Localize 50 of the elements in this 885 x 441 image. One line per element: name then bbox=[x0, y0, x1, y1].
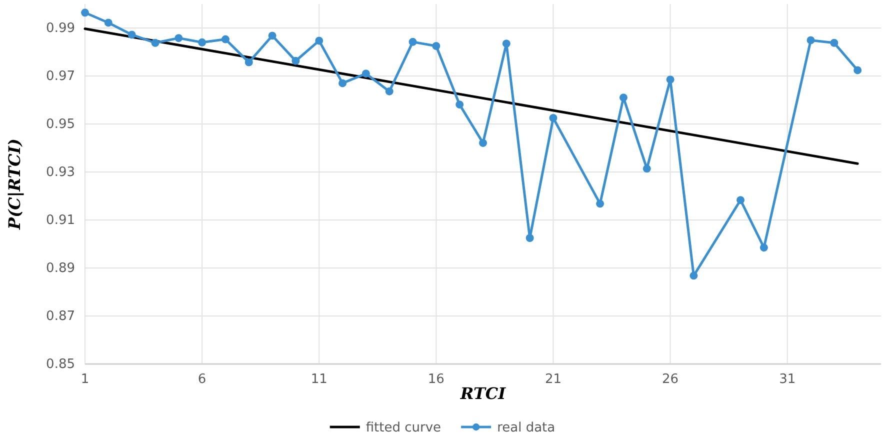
point bbox=[174, 34, 183, 42]
point bbox=[479, 138, 487, 147]
point bbox=[128, 30, 136, 39]
point bbox=[642, 164, 651, 173]
point bbox=[760, 244, 768, 252]
y-axis-title: P(C|RTCI) bbox=[5, 138, 24, 230]
point bbox=[619, 94, 628, 102]
point bbox=[596, 200, 604, 208]
point bbox=[268, 32, 276, 40]
point bbox=[456, 100, 464, 109]
point bbox=[666, 76, 674, 84]
point bbox=[549, 114, 558, 122]
point bbox=[244, 58, 253, 66]
point bbox=[221, 35, 230, 44]
point bbox=[151, 38, 160, 47]
point bbox=[854, 66, 862, 74]
point bbox=[292, 56, 300, 65]
y-tick-label: 0.87 bbox=[46, 309, 75, 324]
x-tick-label: 31 bbox=[779, 372, 796, 388]
point bbox=[806, 36, 815, 44]
point bbox=[830, 38, 838, 47]
legend-label: fitted curve bbox=[366, 420, 442, 436]
y-tick-label: 0.89 bbox=[46, 261, 75, 276]
x-tick-label: 1 bbox=[80, 372, 90, 388]
x-tick-label: 16 bbox=[428, 372, 444, 388]
y-tick-label: 0.85 bbox=[46, 357, 75, 372]
x-tick-label: 11 bbox=[310, 372, 328, 388]
point bbox=[104, 18, 112, 27]
x-axis-title: RTCI bbox=[459, 384, 506, 403]
y-tick-label: 0.99 bbox=[46, 21, 75, 36]
x-tick-label: 21 bbox=[544, 372, 562, 388]
point bbox=[526, 234, 534, 242]
point bbox=[432, 42, 440, 50]
legend-label: real data bbox=[497, 420, 556, 436]
point bbox=[385, 87, 394, 96]
point bbox=[690, 272, 698, 280]
point bbox=[315, 36, 324, 45]
y-tick-label: 0.97 bbox=[46, 69, 75, 84]
point bbox=[81, 8, 89, 17]
point bbox=[338, 79, 347, 88]
point bbox=[502, 40, 510, 48]
x-tick-label: 6 bbox=[198, 372, 206, 388]
y-tick-label: 0.91 bbox=[46, 213, 75, 228]
x-tick-label: 26 bbox=[662, 372, 679, 388]
point bbox=[736, 196, 745, 204]
point bbox=[362, 70, 370, 78]
y-tick-label: 0.93 bbox=[46, 165, 75, 180]
point bbox=[198, 38, 206, 46]
point bbox=[408, 38, 417, 46]
y-tick-label: 0.95 bbox=[46, 117, 75, 132]
